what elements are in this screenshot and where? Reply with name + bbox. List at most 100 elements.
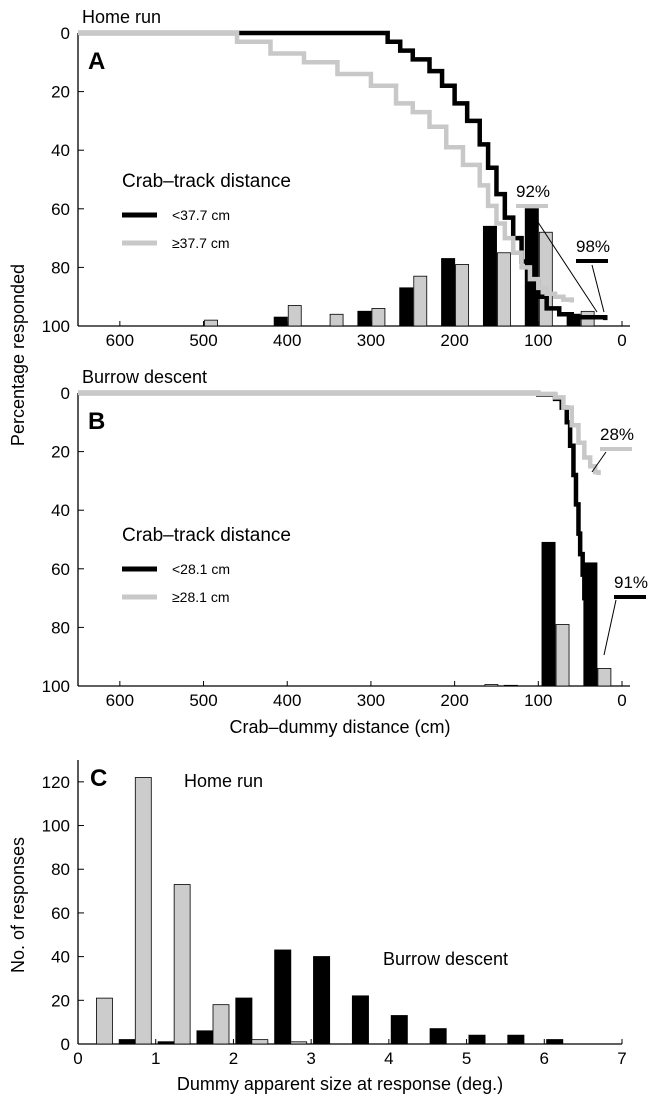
x-tick-label-A-400: 400 bbox=[273, 331, 301, 350]
label-burrow-descent: Burrow descent bbox=[383, 949, 508, 969]
y-tick-label-B-20: 20 bbox=[51, 443, 70, 462]
y-tick-label-B-60: 60 bbox=[51, 560, 70, 579]
bar-grey-A-6 bbox=[455, 264, 470, 327]
x-tick-label-c-1: 1 bbox=[151, 1049, 160, 1068]
series-line-A-1 bbox=[78, 30, 575, 303]
y-tick-label-A-80: 80 bbox=[51, 258, 70, 277]
y-tick-label-B-0: 0 bbox=[61, 384, 70, 403]
y-tick-label-c-60: 60 bbox=[51, 904, 70, 923]
bar-grey-A-7 bbox=[497, 252, 511, 327]
bar-burrow-9 bbox=[429, 1028, 447, 1045]
panel-letter-c: C bbox=[90, 765, 107, 792]
x-tick-label-B-500: 500 bbox=[189, 691, 217, 710]
y-tick-label-B-100: 100 bbox=[42, 677, 70, 696]
x-tick-label-B-600: 600 bbox=[106, 691, 134, 710]
bar-burrow-4 bbox=[235, 997, 253, 1045]
x-tick-label-B-200: 200 bbox=[440, 691, 468, 710]
x-tick-label-B-400: 400 bbox=[273, 691, 301, 710]
x-tick-label-c-2: 2 bbox=[229, 1049, 238, 1068]
bar-homerun-0 bbox=[96, 997, 113, 1045]
panel-c: 0 20 40 60 80 100 120 0 1 2 3 4 5 6 7 C Home run Burrow d… bbox=[8, 760, 627, 1094]
bar-grey-B-1 bbox=[484, 684, 499, 687]
x-tick-label-c-7: 7 bbox=[617, 1049, 626, 1068]
bar-grey-A-3 bbox=[329, 313, 344, 327]
x-tick-label-A-0: 0 bbox=[617, 331, 626, 350]
bar-burrow-3 bbox=[196, 1030, 214, 1045]
y-tick-label-A-0: 0 bbox=[61, 24, 70, 43]
bar-burrow-7 bbox=[351, 995, 369, 1045]
bar-burrow-1 bbox=[118, 1039, 136, 1045]
y-tick-label-B-40: 40 bbox=[51, 501, 70, 520]
x-axis-label-b: Crab–dummy distance (cm) bbox=[229, 717, 450, 737]
y-tick-label-c-40: 40 bbox=[51, 948, 70, 967]
y-axis-label-ab: Percentage responded bbox=[8, 264, 28, 446]
y-tick-label-c-120: 120 bbox=[42, 773, 70, 792]
bar-homerun-4 bbox=[251, 1039, 269, 1045]
annotation-leader-B-0 bbox=[591, 451, 607, 473]
x-tick-label-A-200: 200 bbox=[440, 331, 468, 350]
panel-title-B: Burrow descent bbox=[82, 367, 207, 387]
bar-burrow-8 bbox=[390, 1015, 408, 1045]
legend-title-B: Crab–track distance bbox=[122, 525, 291, 546]
legend-title-A: Crab–track distance bbox=[122, 171, 291, 192]
y-axis-label-c: No. of responses bbox=[8, 837, 28, 973]
annotation-leader-A-0 bbox=[529, 209, 598, 313]
annotation-B-0: 28% bbox=[600, 425, 634, 444]
bar-black-B-2 bbox=[503, 684, 518, 687]
y-tick-label-c-20: 20 bbox=[51, 991, 70, 1010]
x-tick-label-c-6: 6 bbox=[540, 1049, 549, 1068]
bar-grey-B-3 bbox=[555, 624, 570, 687]
bar-black-A-2 bbox=[273, 316, 288, 327]
bar-black-A-7 bbox=[482, 225, 497, 327]
legend-label-B-0: <28.1 cm bbox=[172, 561, 230, 577]
y-tick-label-c-100: 100 bbox=[42, 817, 70, 836]
y-tick-label-A-20: 20 bbox=[51, 83, 70, 102]
y-tick-label-A-60: 60 bbox=[51, 200, 70, 219]
annotation-A-1: 98% bbox=[576, 237, 610, 256]
x-tick-label-c-3: 3 bbox=[306, 1049, 315, 1068]
bar-homerun-5 bbox=[290, 1041, 308, 1045]
bar-burrow-6 bbox=[313, 956, 331, 1045]
annotation-A-0: 92% bbox=[516, 182, 550, 201]
x-tick-label-c-4: 4 bbox=[384, 1049, 393, 1068]
annotation-leader-B-1 bbox=[603, 599, 617, 656]
bar-burrow-10 bbox=[468, 1034, 486, 1045]
bar-black-A-5 bbox=[399, 287, 414, 327]
legend-label-A-1: ≥37.7 cm bbox=[172, 235, 229, 251]
bar-black-A-4 bbox=[357, 310, 372, 327]
label-home-run: Home run bbox=[184, 771, 263, 791]
x-tick-label-B-100: 100 bbox=[524, 691, 552, 710]
bar-grey-A-4 bbox=[371, 308, 386, 327]
x-tick-label-c-0: 0 bbox=[73, 1049, 82, 1068]
series-line-A-0 bbox=[78, 30, 608, 321]
bar-burrow-11 bbox=[507, 1034, 525, 1045]
bar-homerun-2 bbox=[173, 884, 191, 1045]
annotation-leader-A-1 bbox=[591, 264, 605, 313]
x-tick-label-c-5: 5 bbox=[462, 1049, 471, 1068]
series-line-B-1 bbox=[78, 390, 601, 476]
x-axis-label-c: Dummy apparent size at response (deg.) bbox=[177, 1074, 503, 1094]
y-tick-label-c-0: 0 bbox=[61, 1035, 70, 1054]
x-tick-label-A-600: 600 bbox=[106, 331, 134, 350]
panel-letter-A: A bbox=[88, 48, 105, 75]
legend-label-A-0: <37.7 cm bbox=[172, 207, 230, 223]
legend-label-B-1: ≥28.1 cm bbox=[172, 589, 229, 605]
bar-grey-A-1 bbox=[204, 319, 218, 327]
x-tick-label-A-100: 100 bbox=[524, 331, 552, 350]
bar-burrow-5 bbox=[274, 949, 292, 1045]
panel-letter-B: B bbox=[88, 408, 105, 435]
y-tick-label-c-80: 80 bbox=[51, 860, 70, 879]
x-tick-label-B-0: 0 bbox=[617, 691, 626, 710]
annotation-B-1: 91% bbox=[614, 573, 648, 592]
bar-homerun-1 bbox=[134, 777, 152, 1045]
x-tick-label-B-300: 300 bbox=[357, 691, 385, 710]
x-tick-label-A-300: 300 bbox=[357, 331, 385, 350]
bar-grey-A-8 bbox=[538, 231, 553, 327]
y-tick-label-A-40: 40 bbox=[51, 141, 70, 160]
bar-grey-B-4 bbox=[597, 668, 612, 687]
panel-b: 0 20 40 60 80 100 600 500 400 300 200 100 0 Burrow de… bbox=[42, 367, 648, 737]
bar-grey-A-5 bbox=[413, 275, 428, 327]
bar-burrow-12 bbox=[546, 1039, 564, 1045]
panel-a: 0 20 40 60 80 100 600 500 400 300 200 100 0 Home run A… bbox=[42, 7, 630, 350]
